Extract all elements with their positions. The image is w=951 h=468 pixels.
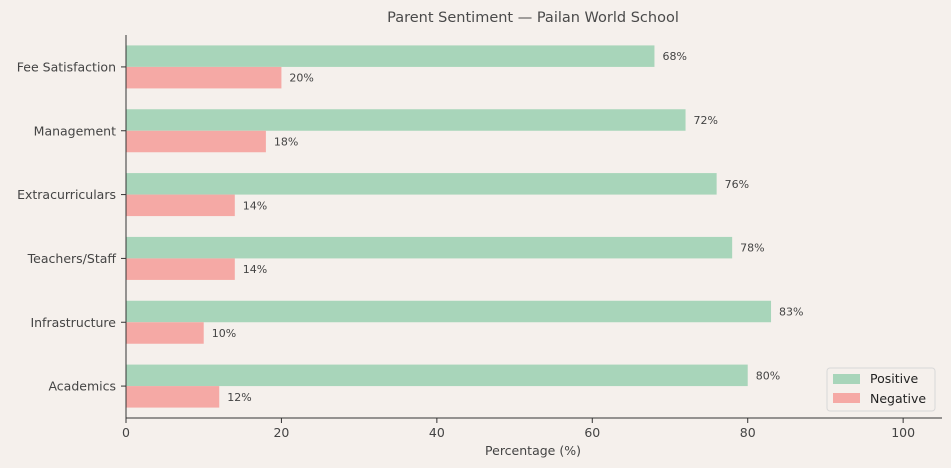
bar-negative-infrastructure [126, 322, 204, 344]
category-label-fee-satisfaction: Fee Satisfaction [17, 59, 116, 74]
data-label-negative-extracurriculars: 14% [243, 199, 267, 212]
axes [125, 35, 942, 419]
x-tick-label-60: 60 [584, 425, 600, 440]
data-label-negative-teachers-staff: 14% [243, 263, 267, 276]
data-label-positive-teachers-staff: 78% [740, 242, 764, 255]
bar-negative-academics [126, 386, 220, 408]
category-label-extracurriculars: Extracurriculars [17, 187, 116, 202]
legend-swatch-negative [833, 393, 860, 403]
bar-positive-fee-satisfaction [126, 45, 655, 67]
bar-positive-academics [126, 364, 748, 387]
legend-label-negative: Negative [870, 391, 926, 406]
data-label-positive-infrastructure: 83% [779, 306, 803, 319]
data-labels-layer: 68% 20% 72% 18% 76% 14% 78% 14% 83% 10% 80% 12% [212, 50, 804, 404]
bar-negative-extracurriculars [126, 194, 235, 217]
category-labels: Fee Satisfaction Management Extracurricula… [17, 59, 126, 394]
bar-negative-fee-satisfaction [126, 66, 282, 89]
x-tick-label-20: 20 [273, 425, 289, 440]
x-axis-label: Percentage (%) [485, 443, 581, 458]
bar-positive-extracurriculars [126, 173, 717, 195]
x-tick-label-80: 80 [740, 425, 756, 440]
bar-negative-teachers-staff [126, 258, 235, 280]
legend-label-positive: Positive [870, 371, 918, 386]
bar-positive-infrastructure [126, 300, 772, 323]
data-label-negative-academics: 12% [227, 391, 251, 404]
bar-negative-management [126, 130, 266, 153]
data-label-positive-extracurriculars: 76% [725, 178, 749, 191]
category-label-teachers-staff: Teachers/Staff [27, 251, 117, 266]
x-tick-label-40: 40 [429, 425, 445, 440]
data-label-negative-management: 18% [274, 136, 298, 149]
x-ticks: 0 20 40 60 80 100 [122, 418, 915, 440]
chart-title: Parent Sentiment — Pailan World School [387, 10, 679, 26]
bar-positive-management [126, 109, 686, 131]
legend: Positive Negative [826, 367, 936, 412]
bar-positive-teachers-staff [126, 236, 733, 259]
legend-swatch-positive [833, 374, 860, 384]
category-label-infrastructure: Infrastructure [30, 315, 116, 330]
data-label-positive-management: 72% [694, 114, 718, 127]
x-tick-label-100: 100 [891, 425, 915, 440]
bars-layer [126, 45, 772, 408]
category-label-academics: Academics [48, 379, 116, 394]
x-tick-label-0: 0 [122, 425, 130, 440]
data-label-positive-fee-satisfaction: 68% [662, 50, 686, 63]
data-label-negative-fee-satisfaction: 20% [289, 72, 313, 85]
data-label-negative-infrastructure: 10% [212, 327, 236, 340]
data-label-positive-academics: 80% [756, 369, 780, 382]
category-label-management: Management [34, 123, 116, 138]
